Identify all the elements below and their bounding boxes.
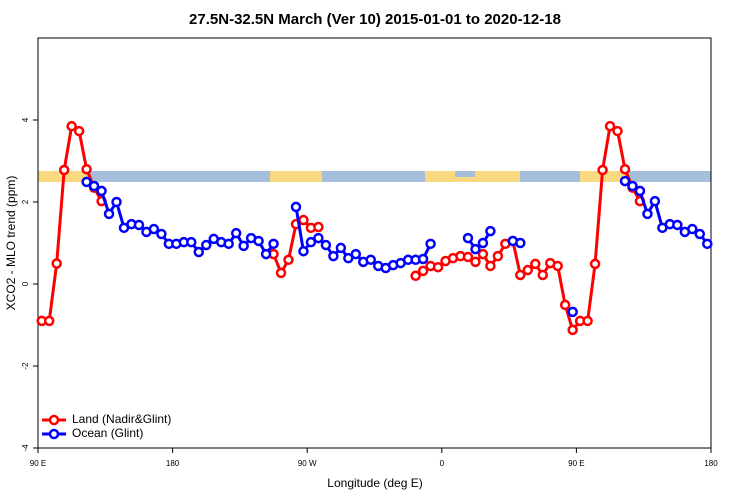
data-point [582, 315, 593, 327]
data-point [417, 253, 429, 265]
data-point [589, 258, 601, 270]
data-point [290, 201, 302, 213]
data-point [43, 315, 55, 327]
data-point [612, 125, 623, 137]
data-point [298, 214, 309, 226]
y-tick-label: -4 [21, 444, 30, 452]
data-point [702, 238, 713, 250]
data-point [313, 232, 324, 244]
data-point [634, 185, 646, 197]
data-point [103, 208, 115, 220]
data-point [88, 180, 100, 192]
data-point [305, 236, 317, 248]
data-point [223, 238, 234, 250]
data-point [313, 221, 324, 233]
data-point [672, 219, 683, 231]
y-tick-label: 2 [21, 199, 30, 204]
data-point [238, 240, 249, 252]
data-point [432, 261, 444, 273]
data-point [515, 237, 526, 249]
data-point [260, 248, 272, 260]
x-axis-label: Longitude (deg E) [327, 476, 422, 490]
x-tick-label: 180 [166, 459, 180, 468]
data-point [492, 250, 504, 262]
data-point [365, 254, 377, 266]
data-point [537, 269, 548, 281]
data-point [417, 265, 429, 277]
y-tick-label: 4 [21, 117, 30, 122]
data-point [687, 223, 698, 235]
data-point [81, 163, 92, 175]
data-point [275, 267, 287, 279]
data-point [530, 258, 541, 270]
x-tick-label: 0 [440, 459, 445, 468]
data-point [485, 260, 496, 272]
data-point [283, 254, 294, 266]
data-point [230, 227, 242, 239]
data-point [649, 195, 661, 207]
data-point [477, 237, 489, 249]
y-tick-label: 0 [21, 281, 30, 286]
data-point [470, 243, 481, 255]
data-point [619, 163, 631, 175]
data-point [186, 236, 197, 248]
data-point [81, 176, 92, 188]
legend-label: Land (Nadir&Glint) [72, 412, 171, 426]
y-axis-label: XCO2 - MLO trend (ppm) [4, 176, 18, 311]
data-point [58, 164, 70, 176]
data-point [320, 239, 332, 251]
legend-marker [48, 428, 60, 440]
data-point [597, 164, 608, 176]
data-point [111, 196, 122, 208]
x-tick-label: 90 E [30, 459, 46, 468]
data-point [148, 223, 160, 235]
data-point [462, 232, 474, 244]
data-point [694, 228, 706, 240]
data-point [193, 246, 205, 258]
y-tick-label: -2 [21, 362, 30, 370]
map-strip [38, 171, 711, 182]
data-point [156, 228, 167, 240]
data-point [298, 245, 309, 257]
data-point [201, 239, 212, 251]
data-point [253, 235, 264, 247]
data-point [515, 269, 526, 281]
data-point [567, 306, 578, 318]
data-point [410, 270, 421, 282]
data-point [328, 250, 339, 262]
data-point [627, 180, 638, 192]
data-point [470, 256, 481, 268]
data-point [567, 324, 578, 336]
data-point [477, 248, 489, 260]
data-point [522, 264, 534, 276]
data-point [462, 251, 474, 263]
data-point [73, 125, 85, 137]
x-tick-label: 90 W [298, 459, 317, 468]
data-point [559, 299, 571, 311]
data-point [619, 175, 631, 187]
data-point [66, 120, 77, 132]
plot-frame [37, 37, 712, 449]
legend-label: Ocean (Glint) [72, 426, 143, 440]
data-point [604, 120, 616, 132]
data-point [642, 208, 653, 220]
data-point [96, 185, 107, 197]
legend-marker [48, 414, 60, 426]
data-point [268, 238, 279, 250]
x-tick-label: 90 E [568, 459, 584, 468]
data-point [335, 242, 347, 254]
chart-title: 27.5N-32.5N March (Ver 10) 2015-01-01 to… [189, 11, 561, 28]
data-point [350, 248, 362, 260]
data-point [133, 219, 145, 231]
series-line [85, 179, 709, 270]
data-point [51, 258, 62, 269]
data-point [343, 252, 354, 264]
data-point [485, 225, 496, 237]
x-tick-label: 180 [704, 459, 718, 468]
data-point [552, 260, 563, 272]
data-point [425, 238, 436, 250]
